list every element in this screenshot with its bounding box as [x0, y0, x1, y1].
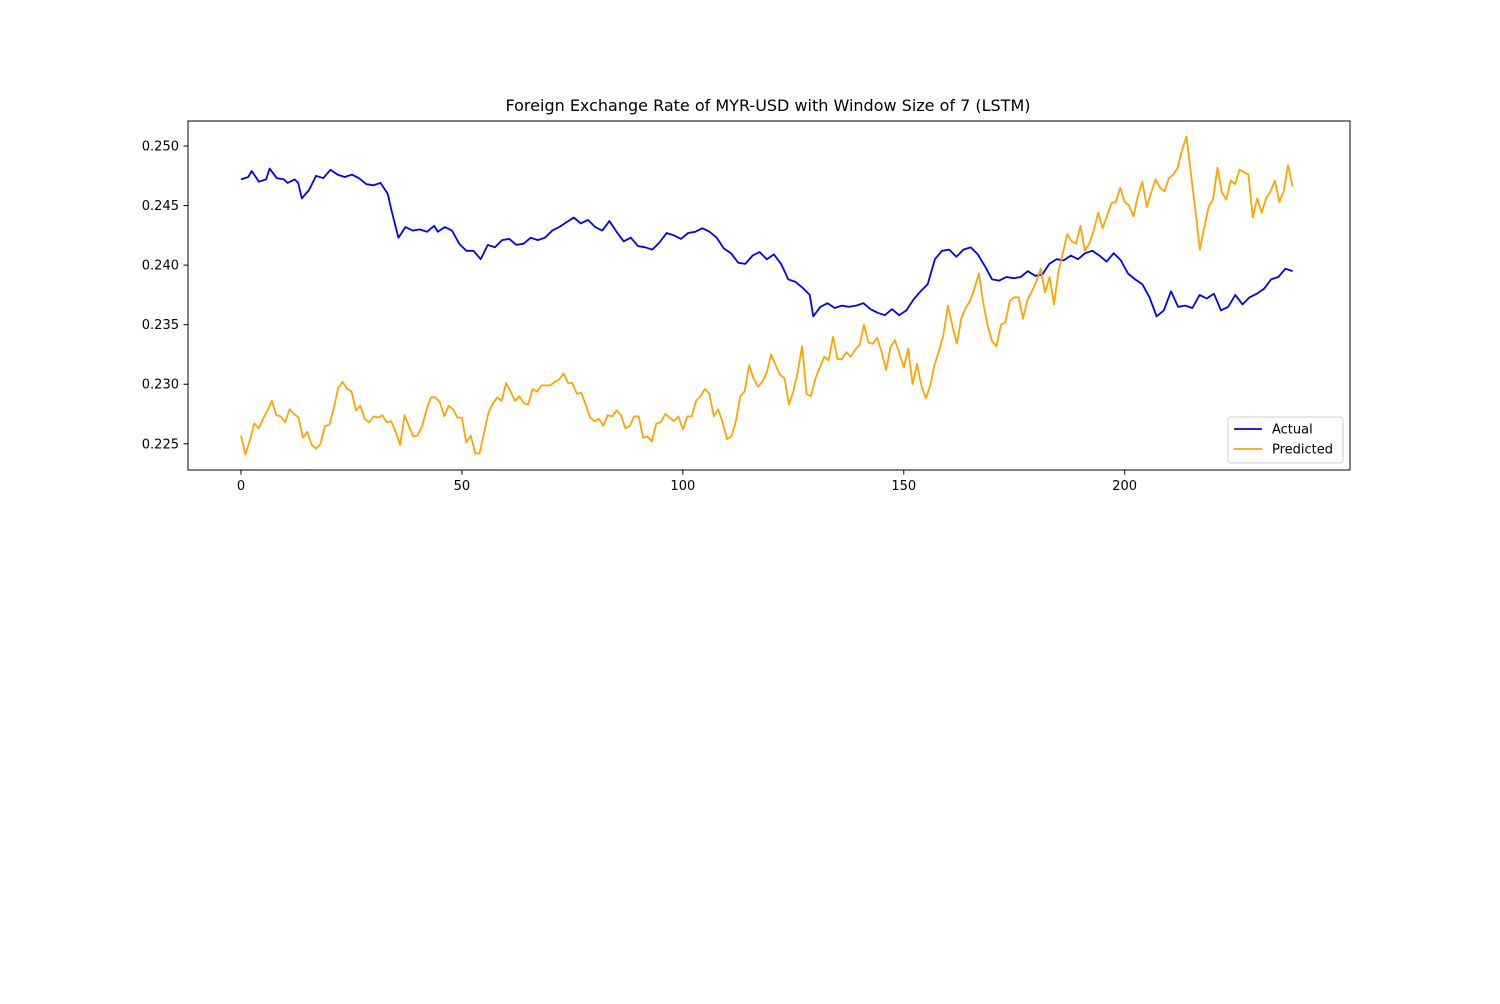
x-axis: 0 50 100 150 200	[237, 470, 1137, 494]
chart-title: Foreign Exchange Rate of MYR-USD with Wi…	[506, 96, 1031, 115]
legend: Actual Predicted	[1227, 416, 1344, 464]
y-tick-label: 0.230	[142, 378, 179, 393]
x-tick-label: 0	[237, 479, 245, 494]
y-axis: 0.225 0.230 0.235 0.240 0.245 0.250	[142, 140, 188, 452]
y-tick-label: 0.240	[142, 259, 179, 274]
legend-label-actual: Actual	[1272, 423, 1313, 438]
legend-label-predicted: Predicted	[1272, 443, 1333, 458]
series-line-actual	[240, 167, 1293, 318]
x-tick-label: 200	[1112, 479, 1137, 494]
y-tick-label: 0.225	[142, 437, 179, 452]
y-tick-label: 0.235	[142, 318, 179, 333]
y-tick-label: 0.250	[142, 140, 179, 155]
axes-frame	[187, 120, 1351, 471]
x-tick-label: 100	[670, 479, 695, 494]
x-tick-label: 150	[891, 479, 916, 494]
y-tick-label: 0.245	[142, 199, 179, 214]
plot-area	[240, 135, 1294, 456]
x-tick-label: 50	[454, 479, 471, 494]
series-line-predicted	[240, 135, 1294, 456]
